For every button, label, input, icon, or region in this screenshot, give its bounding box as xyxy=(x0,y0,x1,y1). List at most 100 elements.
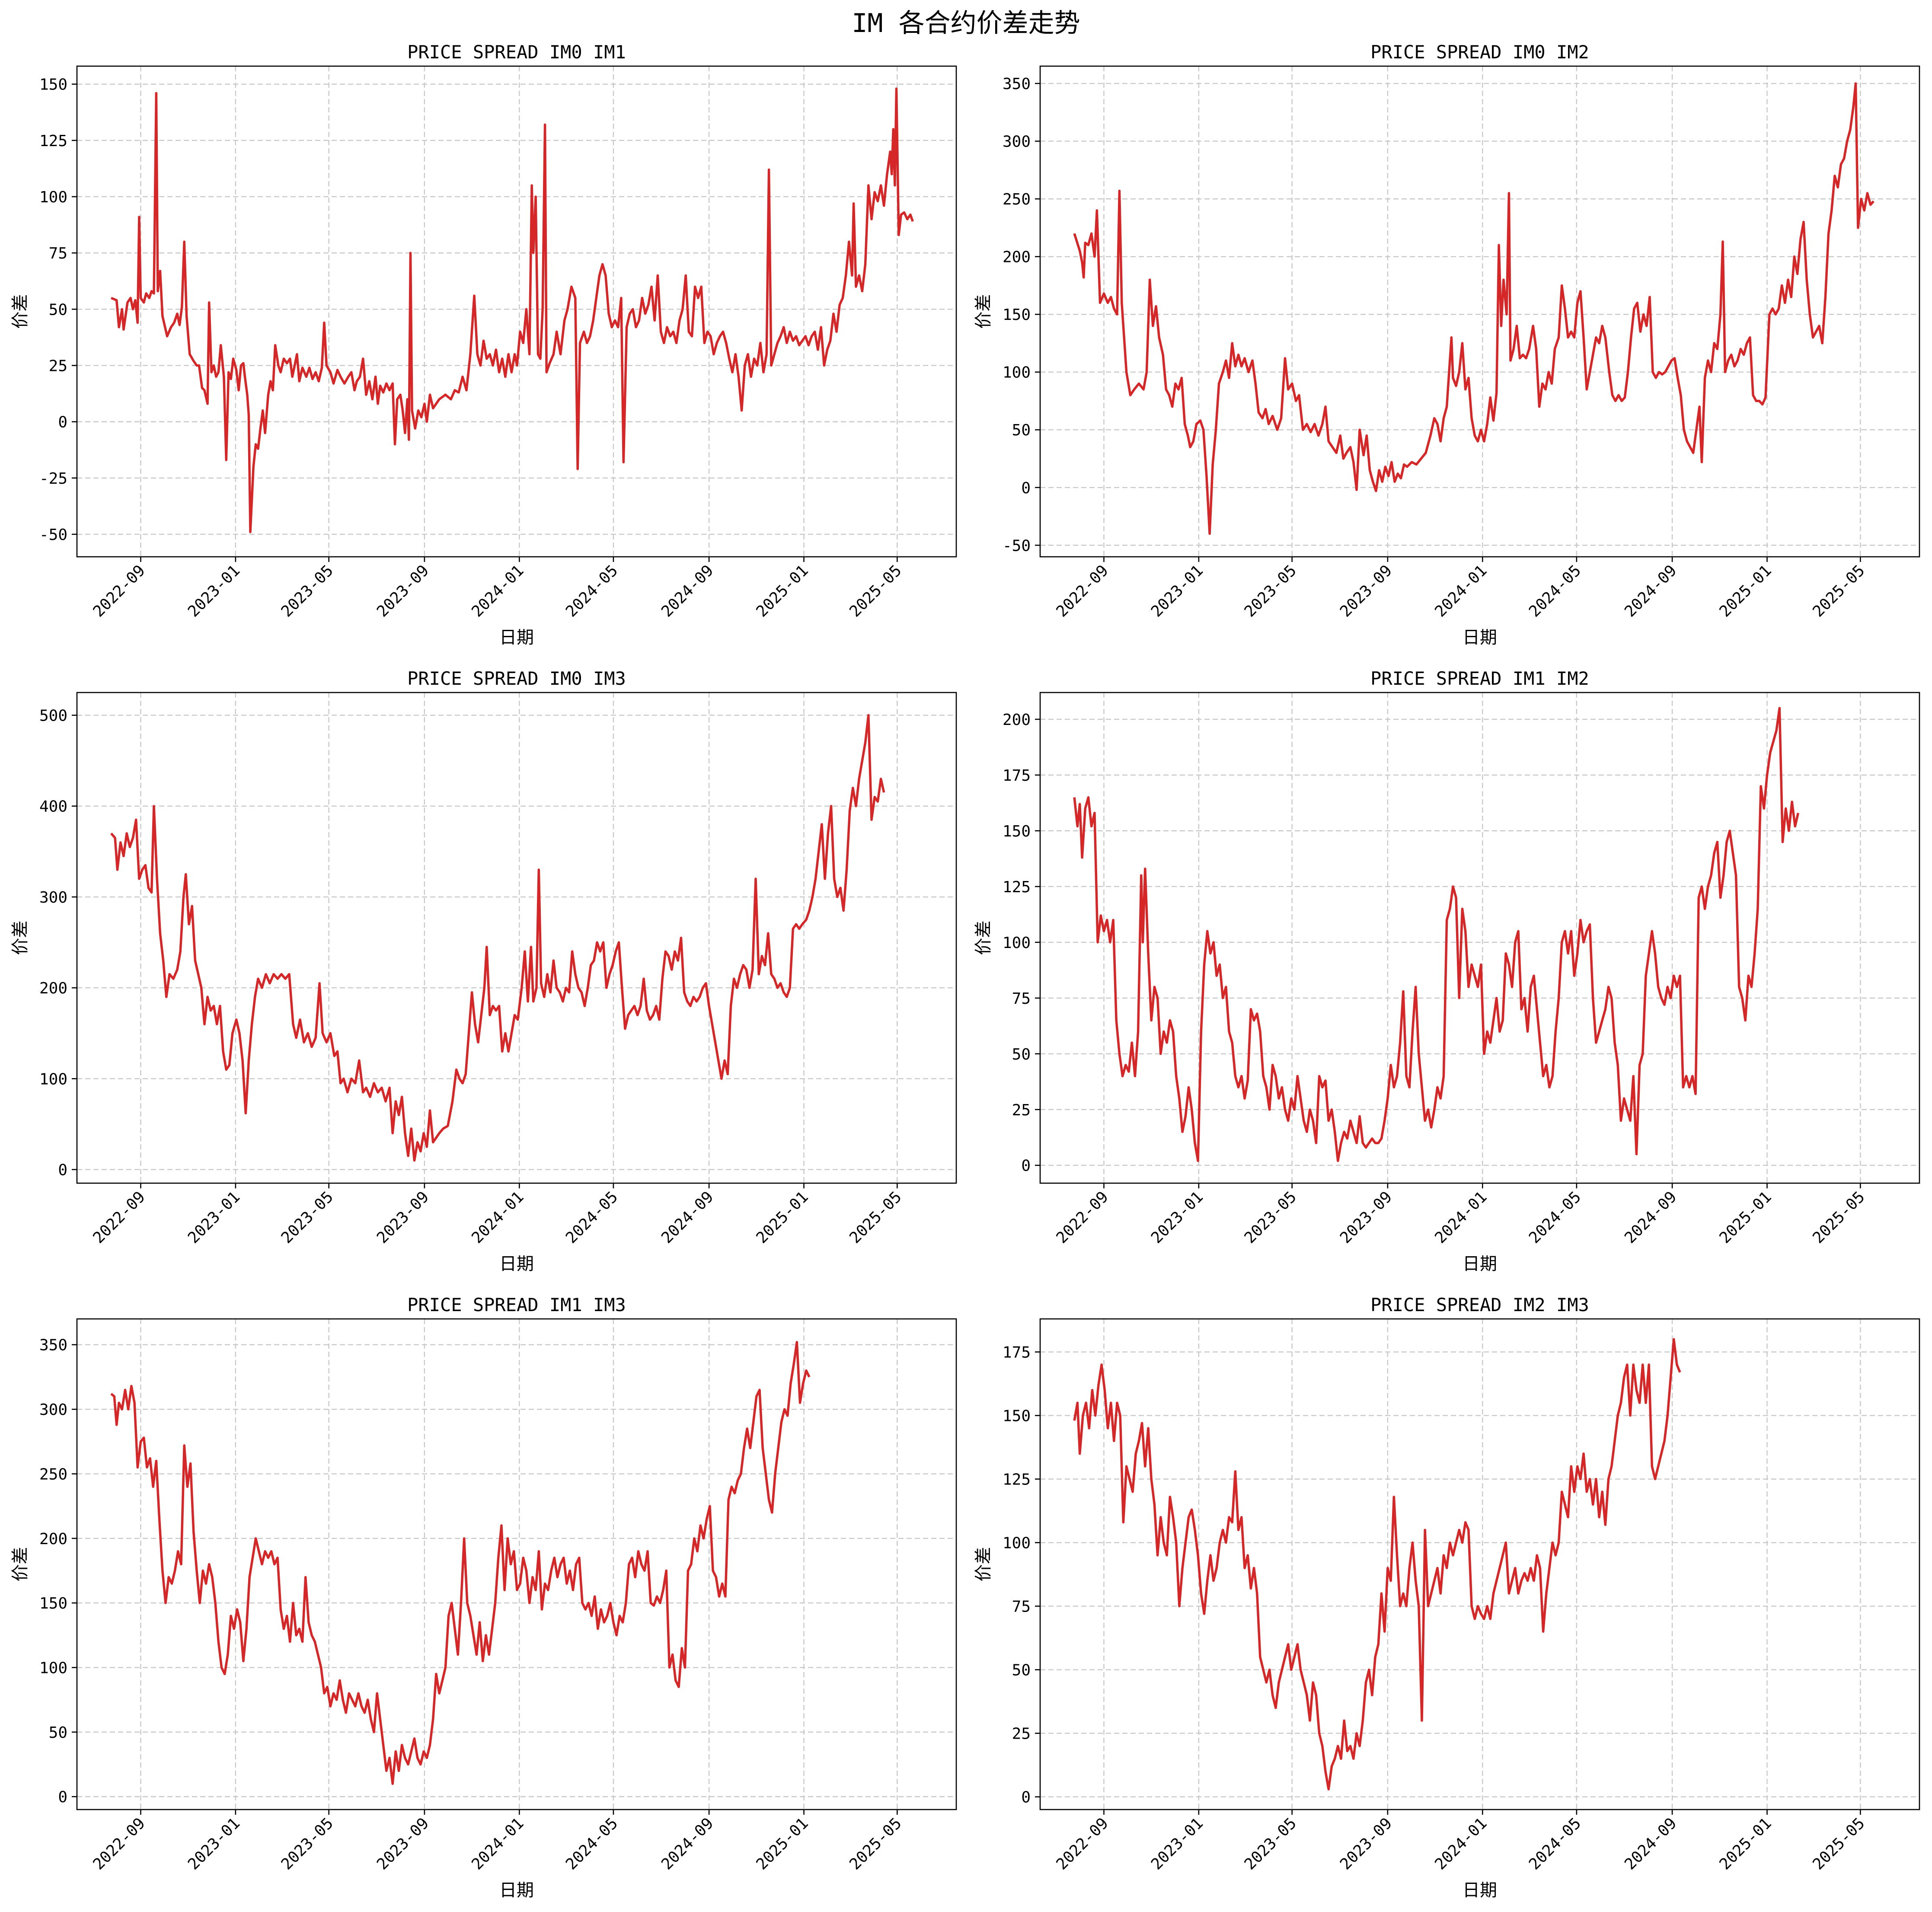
x-tick-label: 2023-05 xyxy=(1241,562,1300,620)
x-tick-label: 2024-01 xyxy=(468,562,527,620)
x-tick-label: 2025-05 xyxy=(1809,562,1868,620)
y-tick-label: 100 xyxy=(39,1659,67,1677)
y-tick-label: 500 xyxy=(39,707,67,725)
x-tick-label: 2022-09 xyxy=(90,562,149,620)
x-tick-label: 2024-01 xyxy=(1431,1814,1490,1873)
x-tick-label: 2023-05 xyxy=(1241,1188,1300,1247)
y-tick-label: 100 xyxy=(39,188,67,206)
y-tick-label: 0 xyxy=(58,414,67,431)
series-line xyxy=(110,1341,811,1785)
series-line xyxy=(1073,82,1875,535)
x-tick-label: 2023-05 xyxy=(278,562,337,620)
y-tick-label: 200 xyxy=(1003,711,1031,729)
y-tick-label: 300 xyxy=(39,889,67,907)
y-tick-label: 125 xyxy=(39,132,67,150)
x-tick-label: 2025-01 xyxy=(753,562,812,620)
x-tick-label: 2024-01 xyxy=(468,1814,527,1873)
series-line xyxy=(1073,1338,1681,1791)
x-tick-label: 2024-09 xyxy=(658,1814,717,1873)
y-tick-label: 50 xyxy=(1012,1046,1031,1063)
y-tick-label: 100 xyxy=(1003,364,1031,382)
y-tick-label: 150 xyxy=(39,1595,67,1612)
y-tick-label: 125 xyxy=(1003,878,1031,896)
x-tick-label: 2024-01 xyxy=(1431,562,1490,620)
x-axis-label: 日期 xyxy=(499,1254,534,1274)
x-tick-label: 2024-05 xyxy=(562,1188,621,1247)
plot-frame xyxy=(1039,65,1920,558)
chart-panel-1: -50 -25 0 25 50 75 100 125 150 2022-09 2023-01 2023… xyxy=(10,41,957,648)
y-tick-label: 75 xyxy=(1012,1598,1031,1616)
y-tick-label: 50 xyxy=(49,301,67,319)
y-tick-label: 250 xyxy=(1003,191,1031,208)
x-axis-label: 日期 xyxy=(1463,628,1497,648)
x-tick-label: 2022-09 xyxy=(90,1188,149,1247)
y-tick-label: 50 xyxy=(49,1724,67,1742)
figure-title: IM 各合约价差走势 xyxy=(852,8,1080,38)
y-tick-label: 175 xyxy=(1003,1344,1031,1361)
y-axis-label: 价差 xyxy=(10,1547,30,1582)
x-tick-label: 2025-01 xyxy=(1716,1814,1775,1873)
chart-title: PRICE SPREAD IM1 IM3 xyxy=(407,1294,626,1315)
x-tick-label: 2024-09 xyxy=(1621,1188,1680,1247)
y-axis-label: 价差 xyxy=(974,1547,993,1582)
y-tick-label: 50 xyxy=(1012,421,1031,439)
x-tick-label: 2025-05 xyxy=(1809,1188,1868,1247)
y-tick-label: 150 xyxy=(1003,1407,1031,1425)
x-tick-label: 2025-01 xyxy=(1716,1188,1775,1247)
y-tick-label: 300 xyxy=(39,1401,67,1419)
x-tick-label: 2023-01 xyxy=(1148,562,1207,620)
y-tick-label: 400 xyxy=(39,798,67,816)
y-tick-label: 75 xyxy=(49,245,67,262)
x-tick-label: 2024-09 xyxy=(1621,1814,1680,1873)
series-line xyxy=(1073,707,1800,1162)
y-tick-label: 250 xyxy=(39,1465,67,1483)
x-tick-label: 2023-09 xyxy=(374,562,432,620)
y-tick-label: 25 xyxy=(1012,1725,1031,1743)
y-tick-label: 150 xyxy=(1003,306,1031,324)
x-tick-label: 2024-05 xyxy=(562,1814,621,1873)
y-tick-label: 100 xyxy=(39,1070,67,1088)
x-tick-label: 2022-09 xyxy=(1053,1188,1112,1247)
x-axis-label: 日期 xyxy=(1463,1880,1497,1900)
x-tick-label: 2023-05 xyxy=(278,1814,337,1873)
y-tick-label: 0 xyxy=(58,1161,67,1179)
y-tick-label: 100 xyxy=(1003,934,1031,952)
plot-frame xyxy=(76,692,957,1184)
x-tick-label: 2023-09 xyxy=(374,1188,432,1247)
x-tick-label: 2025-05 xyxy=(846,562,905,620)
y-tick-label: 350 xyxy=(39,1337,67,1354)
x-tick-label: 2023-01 xyxy=(185,562,243,620)
x-tick-label: 2024-09 xyxy=(658,562,717,620)
x-tick-label: 2024-05 xyxy=(1526,562,1584,620)
y-tick-label: 150 xyxy=(39,76,67,94)
y-tick-label: 200 xyxy=(1003,249,1031,266)
x-tick-label: 2023-01 xyxy=(1148,1188,1207,1247)
x-tick-label: 2025-01 xyxy=(753,1814,812,1873)
y-axis-label: 价差 xyxy=(10,294,30,329)
y-axis-label: 价差 xyxy=(974,921,993,955)
y-tick-label: 350 xyxy=(1003,75,1031,93)
chart-panel-3: 0 100 200 300 400 500 2022-09 2023-01 2023-05 202… xyxy=(10,668,957,1274)
x-tick-label: 2023-09 xyxy=(1337,1188,1396,1247)
chart-panel-5: 0 50 100 150 200 250 300 350 2022-09 2023-01 2023-… xyxy=(10,1294,957,1900)
x-tick-label: 2025-05 xyxy=(846,1188,905,1247)
x-tick-label: 2022-09 xyxy=(1053,1814,1112,1873)
series-line xyxy=(111,87,914,533)
y-axis-label: 价差 xyxy=(974,294,993,329)
x-tick-label: 2024-01 xyxy=(468,1188,527,1247)
x-tick-label: 2023-05 xyxy=(1241,1814,1300,1873)
x-tick-label: 2023-09 xyxy=(1337,562,1396,620)
y-tick-label: 0 xyxy=(58,1788,67,1806)
x-tick-label: 2023-05 xyxy=(278,1188,337,1247)
y-tick-label: -50 xyxy=(39,526,67,544)
y-tick-label: 0 xyxy=(1021,479,1031,497)
x-tick-label: 2025-05 xyxy=(1809,1814,1868,1873)
x-tick-label: 2023-01 xyxy=(185,1814,243,1873)
y-tick-label: -25 xyxy=(39,470,67,488)
y-tick-label: 200 xyxy=(39,1530,67,1548)
x-tick-label: 2025-01 xyxy=(753,1188,812,1247)
x-tick-label: 2024-05 xyxy=(1526,1188,1584,1247)
y-tick-label: 100 xyxy=(1003,1535,1031,1552)
x-axis-label: 日期 xyxy=(1463,1254,1497,1274)
chart-title: PRICE SPREAD IM1 IM2 xyxy=(1370,668,1589,689)
